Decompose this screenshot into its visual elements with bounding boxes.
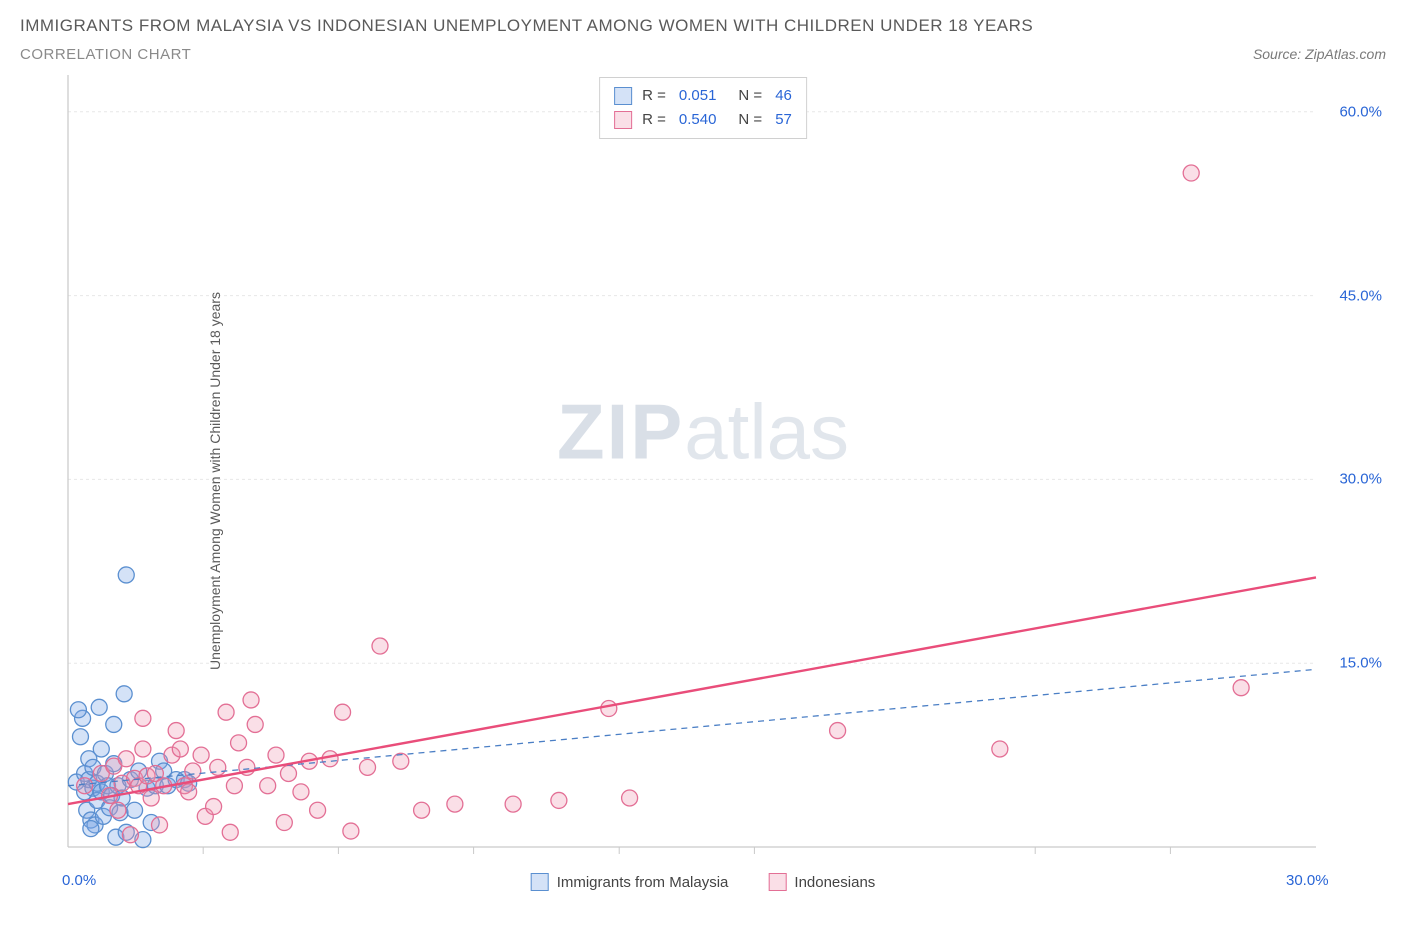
- data-point: [206, 799, 222, 815]
- data-point: [335, 704, 351, 720]
- data-point: [106, 716, 122, 732]
- correlation-legend: R =0.051N =46R =0.540N =57: [599, 77, 807, 139]
- data-point: [210, 759, 226, 775]
- data-point: [393, 753, 409, 769]
- x-tick-label: 30.0%: [1286, 872, 1329, 889]
- data-point: [127, 802, 143, 818]
- data-point: [830, 723, 846, 739]
- data-point: [343, 823, 359, 839]
- data-point: [222, 824, 238, 840]
- x-tick-label: 0.0%: [62, 872, 96, 889]
- data-point: [622, 790, 638, 806]
- data-point: [135, 710, 151, 726]
- data-point: [172, 741, 188, 757]
- data-point: [268, 747, 284, 763]
- data-point: [181, 784, 197, 800]
- data-point: [447, 796, 463, 812]
- data-point: [260, 778, 276, 794]
- legend-item: Indonesians: [768, 873, 875, 891]
- data-point: [122, 827, 138, 843]
- legend-stat-row: R =0.540N =57: [614, 108, 792, 132]
- data-point: [551, 792, 567, 808]
- legend-item: Immigrants from Malaysia: [531, 873, 729, 891]
- subtitle-row: CORRELATION CHART Source: ZipAtlas.com: [20, 46, 1386, 63]
- source-attribution: Source: ZipAtlas.com: [1253, 46, 1386, 62]
- data-point: [243, 692, 259, 708]
- chart-subtitle: CORRELATION CHART: [20, 46, 191, 63]
- data-point: [118, 751, 134, 767]
- data-point: [168, 723, 184, 739]
- data-point: [414, 802, 430, 818]
- series-legend: Immigrants from Malaysia Indonesians: [531, 873, 876, 891]
- data-point: [143, 790, 159, 806]
- data-point: [83, 821, 99, 837]
- data-point: [322, 751, 338, 767]
- data-point: [135, 741, 151, 757]
- data-point: [77, 778, 93, 794]
- data-point: [293, 784, 309, 800]
- data-point: [118, 567, 134, 583]
- data-point: [505, 796, 521, 812]
- data-point: [93, 741, 109, 757]
- data-point: [992, 741, 1008, 757]
- data-point: [70, 702, 86, 718]
- data-point: [185, 763, 201, 779]
- data-point: [360, 759, 376, 775]
- data-point: [280, 765, 296, 781]
- y-tick-label: 15.0%: [1339, 655, 1382, 672]
- scatter-chart: [20, 71, 1386, 891]
- data-point: [110, 802, 126, 818]
- data-point: [193, 747, 209, 763]
- data-point: [116, 686, 132, 702]
- chart-title: IMMIGRANTS FROM MALAYSIA VS INDONESIAN U…: [20, 16, 1386, 36]
- data-point: [310, 802, 326, 818]
- data-point: [72, 729, 88, 745]
- y-axis-label: Unemployment Among Women with Children U…: [207, 292, 223, 670]
- data-point: [91, 699, 107, 715]
- data-point: [372, 638, 388, 654]
- data-point: [218, 704, 234, 720]
- y-tick-label: 60.0%: [1339, 103, 1382, 120]
- data-point: [231, 735, 247, 751]
- y-tick-label: 30.0%: [1339, 471, 1382, 488]
- y-tick-label: 45.0%: [1339, 287, 1382, 304]
- legend-stat-row: R =0.051N =46: [614, 84, 792, 108]
- data-point: [247, 716, 263, 732]
- data-point: [601, 701, 617, 717]
- data-point: [1183, 165, 1199, 181]
- data-point: [1233, 680, 1249, 696]
- data-point: [226, 778, 242, 794]
- data-point: [152, 817, 168, 833]
- chart-container: Unemployment Among Women with Children U…: [20, 71, 1386, 891]
- data-point: [276, 814, 292, 830]
